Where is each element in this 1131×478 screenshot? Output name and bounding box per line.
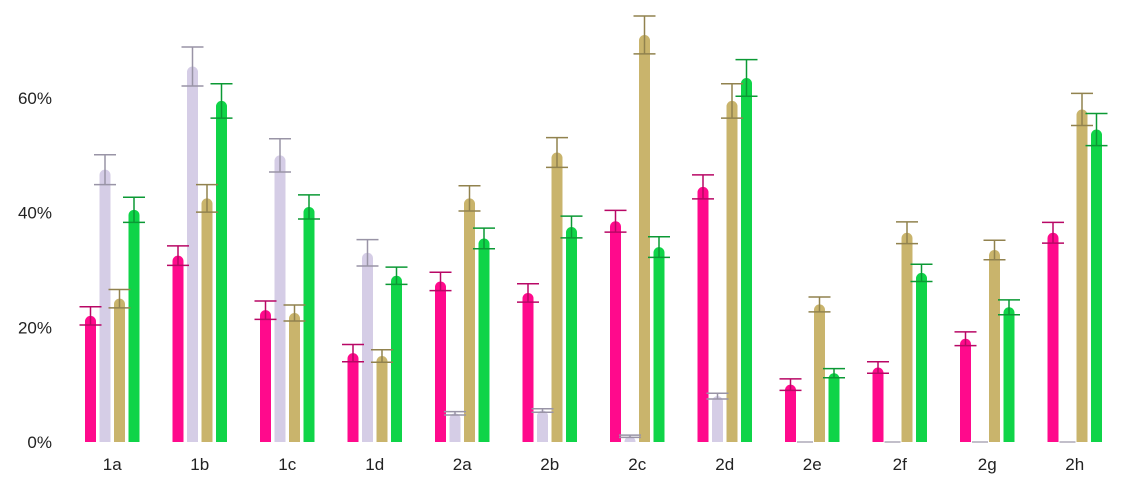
x-axis-labels: 1a 1b 1c 1d 2a 2b 2c 2d 2e 2f 2g 2h — [103, 455, 1084, 474]
bar-2a-s2 — [449, 413, 461, 442]
bar-2e-s4 — [828, 373, 840, 442]
bar-2c-s3 — [639, 34, 650, 443]
x-tick-label-2a: 2a — [453, 455, 472, 474]
bar-2g-s4 — [1003, 307, 1015, 442]
x-tick-label-2e: 2e — [803, 455, 822, 474]
bar-1c-s3 — [289, 313, 300, 442]
bar-2a-s1 — [435, 281, 446, 442]
bar-1b-s4 — [216, 100, 227, 442]
bar-2d-s2 — [712, 396, 723, 442]
x-tick-label-2d: 2d — [715, 455, 734, 474]
x-tick-label-2g: 2g — [978, 455, 997, 474]
bar-1c-s1 — [260, 310, 271, 442]
x-tick-label-2h: 2h — [1065, 455, 1084, 474]
bar-2g-s1 — [960, 338, 971, 442]
error-bars-layer — [79, 15, 1108, 443]
y-tick-label: 40% — [18, 204, 52, 223]
bar-1b-s1 — [172, 255, 184, 442]
x-tick-label-1a: 1a — [103, 455, 122, 474]
bar-2b-s2 — [537, 410, 548, 442]
bar-2f-s4 — [916, 272, 927, 442]
x-tick-label-1c: 1c — [278, 455, 296, 474]
bar-2b-s4 — [566, 227, 577, 442]
y-axis-ticks: 0% 20% 40% 60% — [18, 89, 52, 452]
bar-2c-s4 — [653, 247, 665, 442]
bar-2h-s3 — [1076, 109, 1088, 443]
bar-1b-s2 — [187, 66, 198, 443]
bar-1d-s3 — [376, 356, 388, 442]
bar-2d-s1 — [697, 186, 709, 442]
y-tick-label: 0% — [27, 433, 52, 452]
bar-2h-s1 — [1047, 232, 1059, 442]
bar-2f-s3 — [901, 232, 913, 442]
bar-1c-s4 — [303, 206, 315, 442]
bar-2g-s3 — [989, 249, 1000, 442]
bar-2h-s4 — [1091, 129, 1102, 442]
bar-1d-s4 — [391, 275, 402, 442]
bar-2e-s1 — [785, 384, 796, 442]
x-tick-label-2c: 2c — [628, 455, 646, 474]
bar-1a-s1 — [85, 315, 96, 442]
bar-2b-s3 — [551, 152, 563, 442]
bar-2c-s1 — [610, 221, 621, 442]
x-tick-label-1d: 1d — [365, 455, 384, 474]
y-tick-label: 60% — [18, 89, 52, 108]
x-tick-label-1b: 1b — [190, 455, 209, 474]
x-tick-label-2f: 2f — [893, 455, 907, 474]
bar-1b-s3 — [201, 198, 213, 442]
bar-2a-s4 — [478, 238, 490, 442]
bar-1c-s2 — [274, 155, 286, 442]
bar-1d-s2 — [362, 252, 373, 442]
bars-layer — [85, 34, 1102, 443]
x-tick-label-2b: 2b — [540, 455, 559, 474]
bar-2b-s1 — [522, 292, 534, 442]
bar-2e-s3 — [814, 304, 825, 442]
bar-1d-s1 — [347, 353, 359, 442]
bar-1a-s4 — [128, 209, 140, 442]
bar-2f-s1 — [872, 367, 884, 442]
bar-1a-s2 — [99, 169, 111, 442]
bar-2d-s3 — [726, 100, 738, 442]
y-tick-label: 20% — [18, 318, 52, 337]
bar-2a-s3 — [464, 198, 475, 442]
bar-2d-s4 — [741, 77, 752, 442]
bar-1a-s3 — [114, 298, 125, 442]
